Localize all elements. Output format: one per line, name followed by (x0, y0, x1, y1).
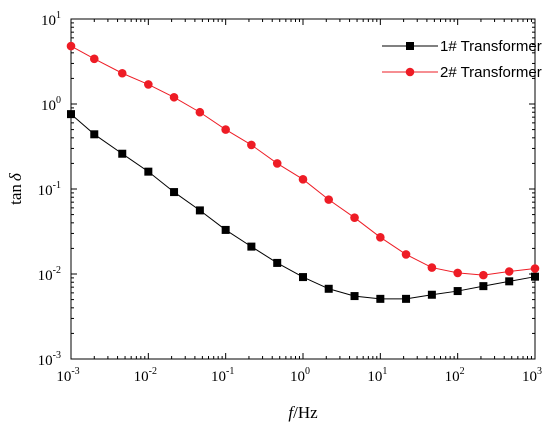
series-2-point (144, 80, 153, 89)
y-tick-labels: 10-3 10-2 10-1 100 101 (38, 10, 61, 369)
series-2-point (272, 159, 282, 168)
series-1-point (505, 277, 514, 286)
y-tick-label: 10-3 (38, 350, 61, 369)
y-axis-title-symbol: δ (6, 172, 25, 181)
series-1 (67, 110, 539, 303)
y-tick-label: 101 (41, 10, 61, 29)
series-2-point (324, 195, 334, 204)
series-1-point (170, 188, 179, 197)
x-tick-label: 101 (367, 366, 387, 385)
series-2-point (169, 92, 179, 102)
legend-marker-circle (405, 67, 415, 77)
series-2-point (453, 268, 462, 278)
series-1-point (221, 225, 230, 234)
x-axis-title: f/Hz (288, 403, 318, 422)
series-2-point (195, 107, 205, 117)
series-1-point (247, 242, 256, 251)
series-2-point (221, 125, 230, 134)
legend-label-1: 1# Transformer (440, 38, 542, 55)
series-1-point (324, 284, 333, 293)
series-1-point (376, 294, 385, 303)
series-2-point (530, 264, 540, 273)
plot-area (66, 18, 540, 360)
series-1-line (70, 113, 536, 300)
y-axis-title: tan δ (6, 172, 25, 205)
series-2-point (401, 250, 411, 259)
series-2-point (89, 54, 99, 64)
x-tick-label: 100 (290, 366, 310, 385)
series-2-point (479, 270, 488, 280)
y-major-ticks (71, 18, 535, 360)
series-1-point (67, 110, 75, 119)
series-1-point (427, 290, 436, 299)
series-2-point (376, 233, 385, 242)
x-axis-title-var: f (288, 403, 295, 422)
x-tick-label: 102 (445, 366, 465, 385)
series-1-point (350, 292, 359, 301)
legend: 1# Transformer 2# Transformer (382, 38, 542, 81)
y-tick-label: 10-1 (38, 180, 61, 199)
series-2-point (427, 263, 437, 272)
legend-item-1: 1# Transformer (382, 38, 542, 55)
series-layer (66, 41, 540, 303)
x-tick-label: 103 (522, 366, 542, 385)
y-tick-label: 10-2 (38, 265, 61, 284)
y-axis-title-prefix: tan (6, 184, 25, 205)
series-1-point (299, 273, 307, 282)
series-1-point (531, 272, 539, 281)
series-1-point (144, 167, 153, 176)
x-major-ticks (70, 19, 536, 359)
legend-item-2: 2# Transformer (382, 64, 542, 81)
series-2-point (247, 140, 256, 150)
x-tick-label: 10-3 (56, 366, 79, 385)
x-tick-label: 10-1 (211, 366, 234, 385)
series-2-point (117, 68, 127, 78)
series-2-point (350, 213, 359, 222)
series-2-point (298, 175, 308, 184)
series-1-point (90, 130, 99, 139)
series-1-point (118, 149, 127, 158)
series-2-point (66, 41, 76, 51)
x-minor-ticks (93, 19, 532, 359)
x-axis-title-unit: /Hz (293, 403, 318, 422)
legend-marker-square (406, 42, 414, 50)
series-1-point (402, 294, 411, 303)
x-tick-labels: 10-3 10-2 10-1 100 101 102 103 (56, 366, 542, 385)
legend-label-2: 2# Transformer (440, 64, 542, 81)
series-1-point (195, 206, 204, 215)
series-1-point (479, 282, 488, 291)
series-2 (66, 41, 540, 280)
series-1-point (453, 287, 462, 296)
series-2-point (504, 267, 514, 276)
y-tick-label: 100 (41, 95, 61, 114)
x-tick-label: 10-2 (134, 366, 157, 385)
series-1-point (273, 258, 282, 267)
